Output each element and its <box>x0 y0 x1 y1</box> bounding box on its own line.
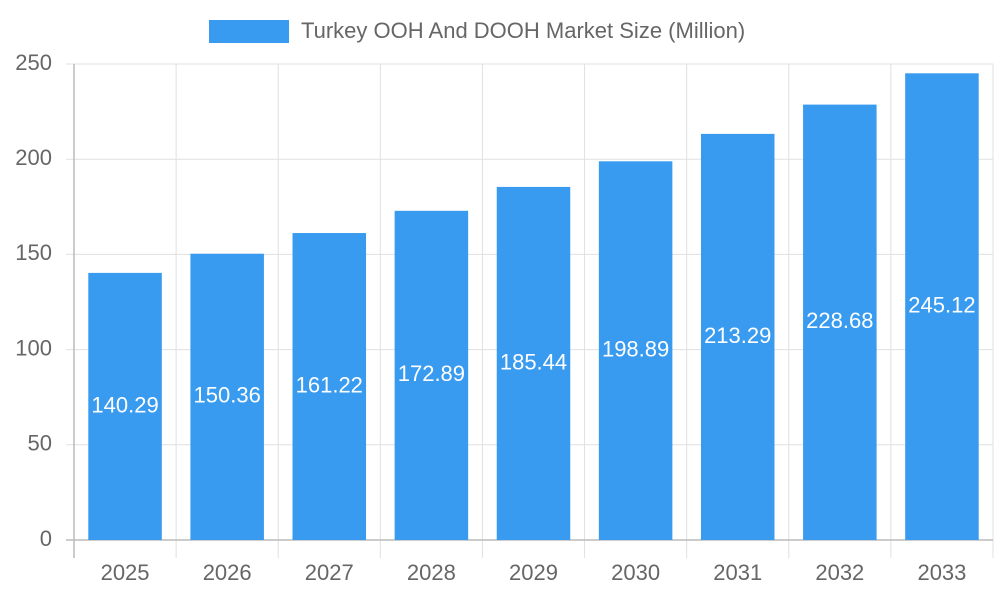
bar <box>394 210 469 540</box>
data-label: 228.68 <box>806 308 873 333</box>
x-tick-label: 2026 <box>203 560 252 585</box>
data-label: 245.12 <box>908 292 975 317</box>
y-tick-label: 150 <box>15 240 52 265</box>
y-tick-label: 0 <box>40 526 52 551</box>
data-label: 140.29 <box>91 392 158 417</box>
data-label: 161.22 <box>296 372 363 397</box>
data-label: 198.89 <box>602 336 669 361</box>
legend-swatch <box>209 20 289 43</box>
x-tick-label: 2032 <box>815 560 864 585</box>
bar <box>190 253 264 541</box>
x-tick-label: 2033 <box>917 560 966 585</box>
x-tick-label: 2027 <box>305 560 354 585</box>
data-label: 150.36 <box>194 383 261 408</box>
x-tick-label: 2029 <box>509 560 558 585</box>
y-tick-label: 200 <box>15 145 52 170</box>
bar <box>598 161 673 540</box>
bar <box>88 272 162 540</box>
y-tick-label: 100 <box>15 335 52 360</box>
bar <box>700 133 775 540</box>
x-tick-label: 2025 <box>101 560 150 585</box>
data-label: 172.89 <box>398 361 465 386</box>
bar <box>803 104 877 541</box>
y-tick-label: 50 <box>28 431 52 456</box>
bar <box>905 73 979 541</box>
data-label: 213.29 <box>704 323 771 348</box>
x-tick-label: 2028 <box>407 560 456 585</box>
x-tick-label: 2031 <box>713 560 762 585</box>
legend: Turkey OOH And DOOH Market Size (Million… <box>209 18 745 43</box>
y-tick-label: 250 <box>15 50 52 75</box>
bar <box>496 186 571 540</box>
bar <box>292 233 367 541</box>
legend-label: Turkey OOH And DOOH Market Size (Million… <box>301 18 745 43</box>
data-label: 185.44 <box>500 349 567 374</box>
x-tick-label: 2030 <box>611 560 660 585</box>
